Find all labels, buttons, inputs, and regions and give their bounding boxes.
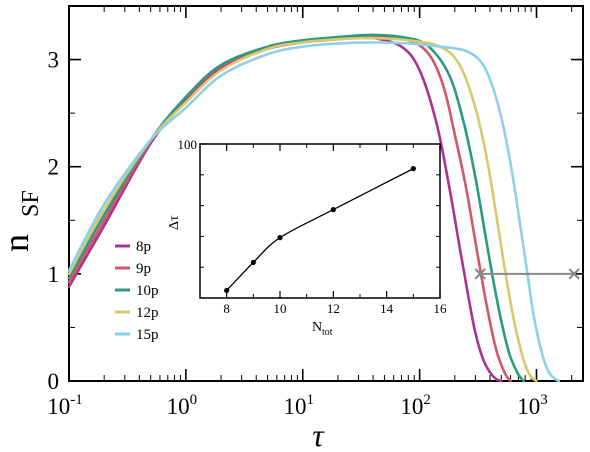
inset-x-axis-title: N	[312, 320, 322, 335]
x-tick-label-exponent: 1	[306, 392, 314, 408]
inset-plot: 8 10 12 14 16 100	[178, 137, 448, 316]
x-tick-label-exponent: -1	[70, 392, 83, 408]
y-axis-title-subscript: SF	[18, 190, 44, 217]
crossing-marker-group	[474, 268, 580, 280]
legend-label-8p: 8p	[136, 239, 151, 255]
x-tick-label: 103	[517, 392, 548, 419]
x-tick-label-base: 10	[517, 394, 540, 419]
legend-label-15p: 15p	[136, 327, 159, 343]
inset-frame	[199, 143, 441, 299]
main-series-group	[67, 33, 561, 383]
x-axis-title: τ	[312, 417, 325, 452]
inset-x-tick-label: 8	[223, 301, 230, 316]
inset-x-tick-label: 16	[434, 301, 448, 316]
x-tick-label-exponent: 2	[423, 392, 431, 408]
series-line-8p	[67, 36, 503, 383]
x-tick-label: 102	[400, 392, 431, 419]
x-tick-label-base: 10	[167, 394, 190, 419]
legend: 8p 9p 10p 12p 15p	[115, 239, 159, 343]
inset-x-axis-title-subscript: tot	[322, 327, 333, 338]
plot-frame	[68, 5, 584, 382]
crossing-x-marker	[474, 268, 486, 280]
y-axis-title: n	[0, 234, 36, 252]
inset-y-tick-label: 100	[178, 137, 198, 152]
x-tick-label: 101	[283, 392, 314, 419]
y-tick-label: 0	[48, 369, 60, 394]
x-tick-label: 100	[167, 392, 198, 419]
inset-y-axis-title: Δτ	[167, 215, 182, 230]
inset-data-point	[250, 259, 256, 266]
legend-label-12p: 12p	[136, 305, 159, 321]
legend-label-10p: 10p	[136, 283, 159, 299]
inset-data-point	[410, 166, 416, 172]
inset-x-tick-label: 14	[380, 301, 394, 316]
crossing-x-marker	[568, 268, 580, 280]
x-tick-label-exponent: 0	[190, 392, 198, 408]
y-tick-label: 3	[48, 48, 60, 73]
x-tick-label-exponent: 3	[540, 392, 548, 408]
x-tick-label-base: 10	[283, 394, 306, 419]
x-tick-label-base: 10	[47, 394, 70, 419]
x-tick-label-base: 10	[400, 394, 423, 419]
y-tick-label: 1	[48, 262, 60, 287]
inset-data-point	[330, 207, 336, 213]
x-tick-label: 10-1	[47, 392, 83, 419]
y-tick-label: 2	[48, 155, 60, 180]
inset-data-point	[277, 235, 283, 241]
series-line-15p	[67, 41, 561, 383]
legend-label-9p: 9p	[136, 261, 151, 277]
inset-x-tick-label: 12	[327, 301, 340, 316]
inset-x-tick-label: 10	[274, 301, 287, 316]
inset-data-point	[224, 287, 230, 294]
